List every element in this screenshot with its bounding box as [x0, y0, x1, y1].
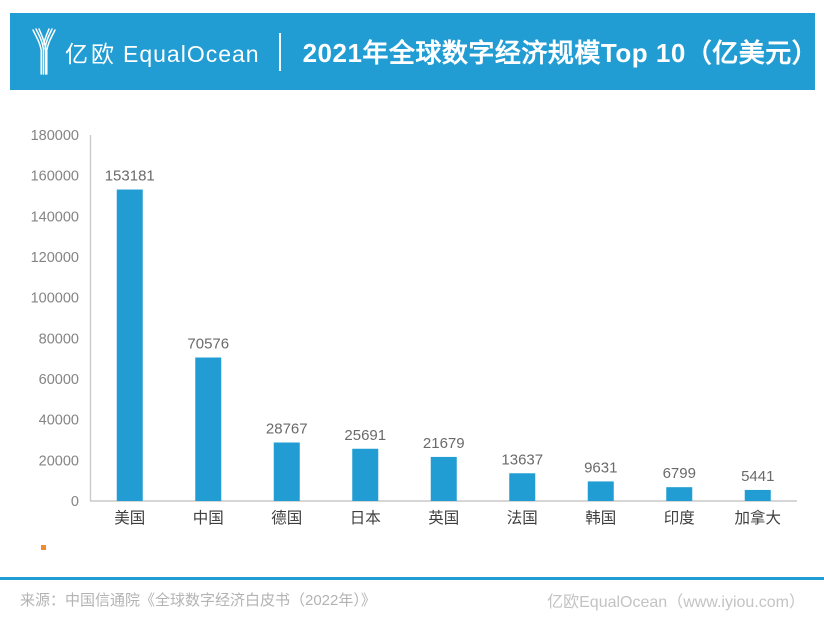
bar-法国	[509, 473, 536, 501]
footer-divider-rule	[0, 577, 824, 580]
equalocean-logo-icon	[32, 27, 56, 75]
category-label: 中国	[193, 509, 224, 527]
y-tick-label: 140000	[31, 209, 79, 225]
y-tick-label: 60000	[39, 372, 79, 388]
bar-美国	[116, 189, 143, 501]
source-text: 来源：中国信通院《全球数字经济白皮书（2022年）》	[20, 592, 376, 609]
header-divider	[278, 32, 281, 71]
bar-印度	[666, 487, 693, 501]
logo-text: 亿欧 EqualOcean	[65, 35, 260, 69]
bar-韩国	[587, 481, 614, 501]
bar-value-label: 13637	[501, 451, 543, 468]
category-label: 韩国	[585, 509, 616, 527]
bar-value-label: 5441	[741, 468, 774, 485]
logo-text-cn: 亿欧	[65, 40, 117, 67]
bar-value-label: 21679	[423, 435, 465, 452]
y-tick-label: 20000	[39, 453, 79, 469]
y-tick-label: 100000	[31, 291, 79, 307]
category-label: 加拿大	[734, 508, 781, 527]
category-label: 印度	[664, 509, 695, 527]
bar-value-label: 25691	[344, 427, 386, 444]
category-label: 英国	[428, 509, 459, 527]
bar-value-label: 70576	[187, 335, 229, 352]
bar-value-label: 28767	[266, 421, 308, 438]
bar-英国	[430, 456, 457, 501]
bar-中国	[195, 357, 222, 501]
bar-value-label: 6799	[663, 465, 696, 482]
y-tick-label: 120000	[31, 250, 79, 266]
y-tick-label: 160000	[31, 169, 79, 185]
logo-text-en: EqualOcean	[123, 40, 260, 67]
bar-日本	[352, 448, 379, 501]
category-label: 德国	[271, 509, 302, 527]
bar-value-label: 9631	[584, 459, 617, 476]
bar-value-label: 153181	[105, 168, 155, 185]
bar-德国	[273, 442, 300, 501]
y-tick-label: 40000	[39, 413, 79, 429]
page-title: 2021年全球数字经济规模Top 10（亿美元）	[302, 38, 819, 68]
header-banner: 亿欧 EqualOcean 2021年全球数字经济规模Top 10（亿美元）	[10, 13, 818, 90]
orange-legend-marker	[41, 545, 46, 550]
y-tick-label: 80000	[39, 331, 79, 347]
category-label: 日本	[350, 509, 381, 527]
category-label: 美国	[114, 509, 145, 527]
category-label: 法国	[507, 509, 538, 527]
bar-加拿大	[744, 489, 771, 501]
y-tick-label: 180000	[31, 128, 79, 144]
y-tick-label: 0	[71, 494, 79, 510]
credit-text: 亿欧EqualOcean（www.iyiou.com）	[547, 594, 805, 611]
